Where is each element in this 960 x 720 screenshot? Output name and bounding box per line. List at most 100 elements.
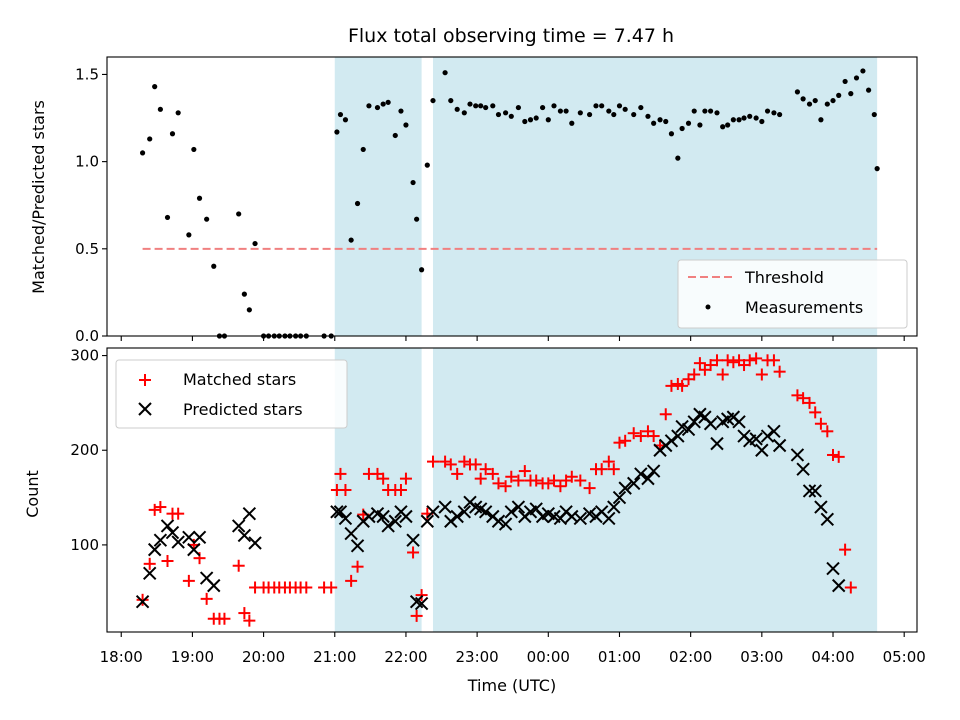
measurement-point — [836, 92, 842, 98]
predicted-star-point — [634, 467, 648, 481]
measurement-point — [702, 108, 708, 114]
count-panel-shaded-intervals — [334, 348, 878, 632]
figure-title: Flux total observing time = 7.47 h — [348, 25, 674, 47]
predicted-star-point — [703, 417, 718, 431]
matched-star-point — [607, 463, 620, 476]
predicted-star-point — [187, 542, 201, 557]
matched-star-point — [743, 354, 756, 367]
predicted-star-point — [438, 500, 452, 514]
measurement-point — [169, 131, 176, 137]
measurement-point — [569, 120, 575, 126]
measurement-point — [563, 108, 569, 114]
measurement-point — [495, 111, 502, 118]
matched-star-point — [232, 559, 245, 572]
measurement-point — [720, 124, 726, 130]
count-panel-y-ticks: 100 200 300 — [70, 347, 107, 554]
matched-star-point — [821, 425, 834, 438]
matched-star-point — [182, 574, 195, 587]
measurement-point — [191, 146, 197, 153]
measurement-point — [611, 111, 617, 118]
matched-star-point — [688, 368, 701, 381]
ratio-y-tick-label: 0.5 — [75, 240, 99, 258]
measurement-point — [691, 108, 697, 114]
predicted-star-point — [664, 434, 679, 448]
measurement-point — [551, 103, 557, 109]
measurement-point — [139, 150, 146, 156]
measurement-point — [508, 113, 514, 119]
matched-star-point — [773, 365, 786, 378]
matched-star-point — [627, 427, 640, 440]
predicted-star-point — [641, 471, 655, 486]
predicted-star-point — [362, 509, 376, 524]
measurement-point — [860, 68, 866, 74]
count-panel-legend: Matched stars Predicted stars — [115, 359, 348, 429]
predicted-star-point — [511, 500, 526, 514]
predicted-star-point — [376, 509, 390, 524]
predicted-star-point — [171, 535, 185, 549]
count-x-tick-label: 21:00 — [313, 648, 356, 666]
predicted-star-point — [406, 533, 420, 547]
count-legend-box — [115, 359, 348, 429]
measurement-point — [204, 216, 210, 222]
matched-star-point — [665, 379, 678, 392]
measurement-point — [663, 118, 669, 125]
predicted-star-point — [618, 481, 632, 495]
measurement-point — [236, 211, 242, 217]
matched-star-point — [499, 480, 512, 493]
measurement-point — [410, 179, 416, 186]
ratio-panel-x-ticks — [120, 336, 905, 341]
matched-star-point — [154, 501, 167, 514]
measurement-point — [502, 110, 509, 116]
measurement-point — [419, 267, 425, 273]
predicted-star-point — [767, 424, 781, 439]
predicted-star-point — [796, 462, 810, 476]
measurement-point — [616, 103, 623, 109]
predicted-star-point — [426, 505, 440, 519]
matched-star-point — [518, 465, 531, 478]
matched-star-point — [161, 555, 174, 567]
predicted-star-point — [381, 519, 395, 533]
measurement-point — [461, 110, 467, 116]
predicted-star-point — [607, 500, 621, 514]
count-panel-frame — [106, 347, 918, 633]
measurement-point — [348, 237, 354, 243]
matched-star-point — [565, 470, 578, 483]
measurement-point — [533, 115, 539, 121]
legend-matched-swatch — [139, 374, 151, 386]
predicted-star-point — [749, 432, 763, 446]
ratio-shaded-interval-0 — [334, 57, 422, 336]
measurement-point — [478, 103, 484, 109]
measurement-point — [360, 146, 366, 153]
measurement-point — [515, 104, 522, 111]
matched-star-point — [505, 470, 518, 483]
measurement-point — [403, 122, 409, 128]
matched-star-point — [407, 546, 420, 559]
matched-star-point — [704, 359, 717, 372]
measurement-point — [668, 131, 675, 137]
matched-star-point — [595, 463, 608, 476]
measurement-point — [697, 122, 703, 128]
count-x-tick-label: 00:00 — [527, 648, 570, 666]
measurement-point — [599, 103, 605, 109]
measurement-point — [522, 118, 528, 125]
predicted-star-point — [344, 526, 358, 541]
legend-threshold-label: Threshold — [744, 268, 824, 287]
matched-star-point — [809, 406, 822, 419]
measurement-point — [874, 166, 880, 172]
measurement-point — [252, 240, 258, 247]
measurement-point — [865, 87, 872, 93]
measurement-point — [871, 111, 877, 118]
predicted-star-point — [755, 443, 769, 457]
measurement-points — [139, 68, 880, 339]
predicted-star-point — [182, 530, 196, 545]
measurement-point — [707, 108, 714, 114]
count-x-tick-label: 23:00 — [456, 648, 499, 666]
measurement-point — [467, 101, 473, 107]
count-panel: 100 200 300 18:00 19:00 20:00 21:00 22:00 23:00… — [23, 347, 926, 695]
measurement-point — [186, 232, 192, 238]
matched-star-point — [325, 581, 338, 594]
matched-star-point — [710, 354, 723, 367]
measurement-point — [337, 111, 344, 118]
predicted-star-point — [681, 422, 696, 437]
matched-star-point — [399, 472, 412, 485]
